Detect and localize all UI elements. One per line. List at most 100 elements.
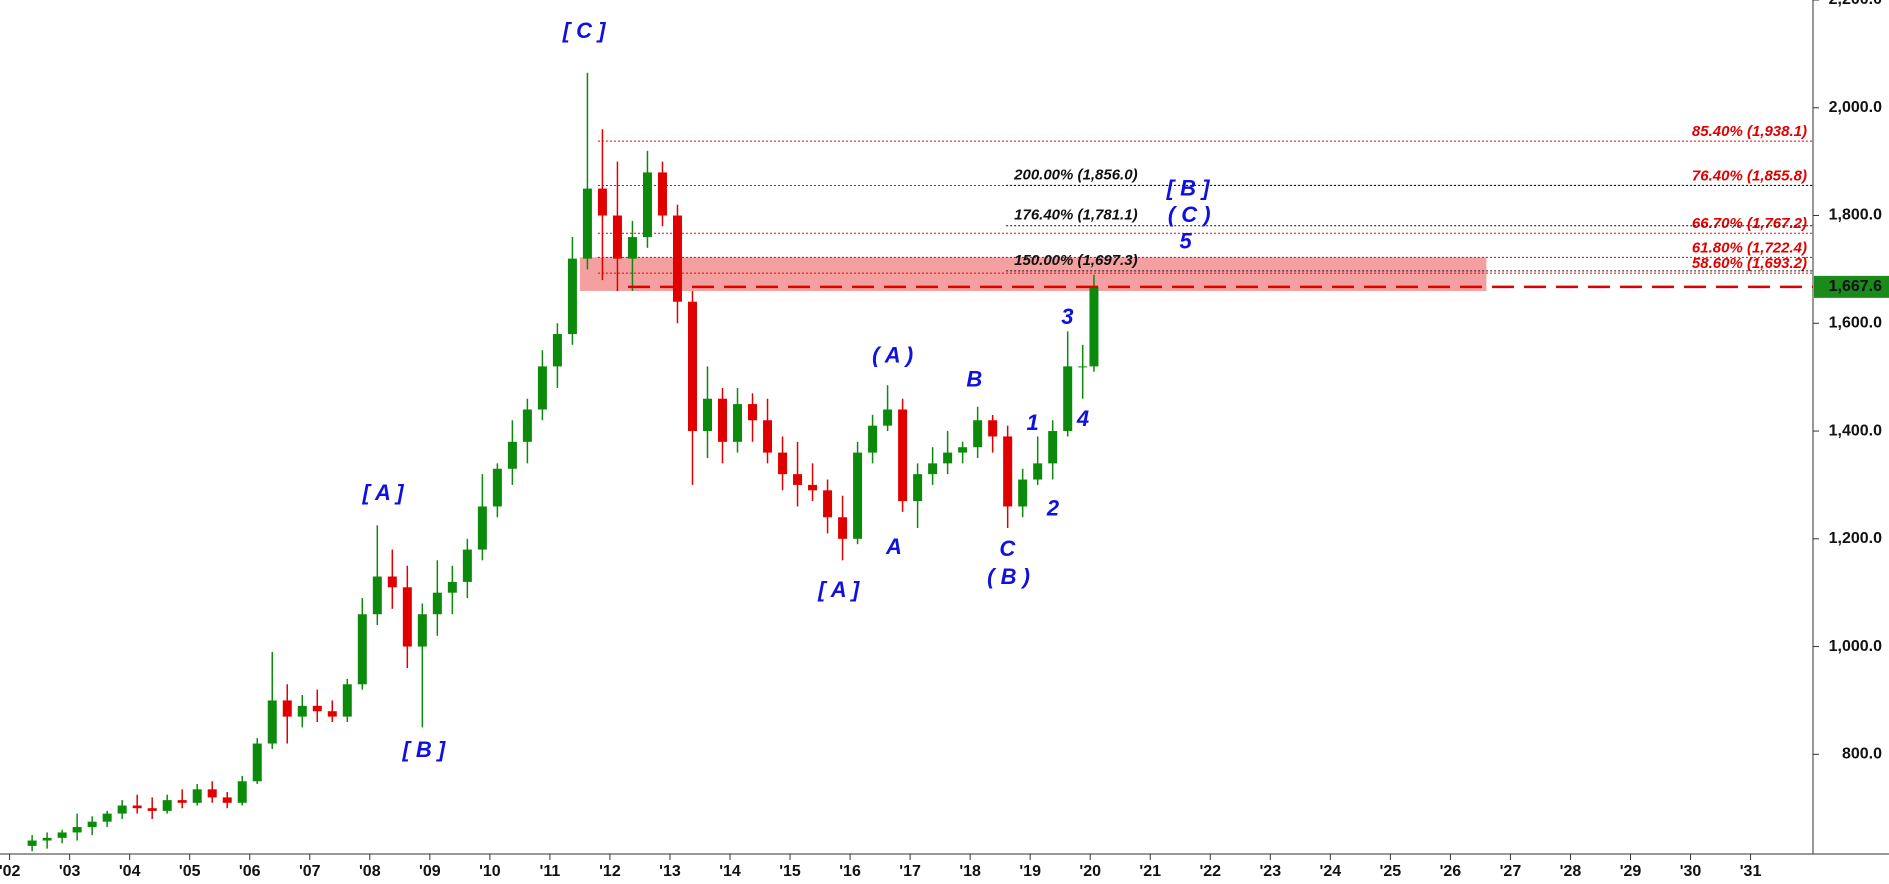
fib-label: 66.70% (1,767.2) [1692,215,1807,232]
candle-body [462,549,472,582]
wave-label: 1 [1026,410,1038,435]
x-tick-label: '20 [1079,863,1101,880]
candle-body [432,592,442,615]
candle-body [297,705,307,717]
candle-body [357,614,367,685]
fib-label: 200.00% (1,856.0) [1013,166,1137,183]
x-tick-label: '28 [1560,863,1582,880]
candle-body [447,581,457,593]
candle-body [868,425,878,453]
last-price-tag [1814,275,1889,298]
candle-body [1078,366,1088,368]
x-tick-label: '31 [1740,863,1762,880]
candle-body [117,805,127,814]
candle-body [793,474,803,485]
candle-body [477,506,487,550]
candle-body [1003,436,1013,507]
candle-body [177,800,187,803]
candle-body [42,837,52,841]
fib-label: 85.40% (1,938.1) [1692,123,1807,140]
x-tick-label: '06 [239,863,261,880]
candle-body [748,404,758,421]
candle-body [943,452,953,464]
x-tick-label: '25 [1380,863,1402,880]
fib-label: 176.40% (1,781.1) [1014,207,1137,224]
candle-body [387,576,397,588]
candle-body [823,490,833,518]
candle-body [597,188,607,216]
candle-body [327,711,337,717]
candle-body [72,827,82,833]
x-tick-label: '12 [599,863,621,880]
y-tick-label: 2,000.0 [1829,99,1882,116]
candle-body [1089,286,1099,367]
wave-label: C [999,536,1016,561]
fib-label: 58.60% (1,693.2) [1692,255,1807,272]
x-tick-label: '22 [1199,863,1221,880]
candle-body [102,813,112,822]
candle-body [282,700,292,717]
candle-body [898,409,908,502]
y-tick-label: 1,400.0 [1829,422,1882,439]
x-tick-label: '07 [299,863,321,880]
y-tick-label: 1,000.0 [1829,638,1882,655]
candle-body [552,334,562,367]
wave-label: [ A ] [361,480,404,505]
last-price-label: 1,667.6 [1829,278,1882,295]
candle-body [672,215,682,302]
candle-body [763,420,773,453]
x-tick-label: '08 [359,863,381,880]
candle-body [237,781,247,803]
wave-label: [ A ] [817,577,860,602]
x-tick-label: '09 [419,863,441,880]
x-tick-label: '15 [779,863,801,880]
x-tick-label: '05 [179,863,201,880]
x-tick-label: '23 [1259,863,1281,880]
candle-body [913,474,923,502]
candle-body [402,587,412,647]
candle-body [252,743,262,782]
y-tick-label: 2,200.0 [1829,0,1882,8]
y-tick-label: 1,600.0 [1829,314,1882,331]
x-tick-label: '13 [659,863,681,880]
candle-body [1033,463,1043,480]
candle-body [958,447,968,453]
x-tick-label: '26 [1440,863,1462,880]
candle-body [928,463,938,475]
y-tick-label: 1,200.0 [1829,530,1882,547]
wave-label: 4 [1076,406,1089,431]
x-tick-label: '11 [540,863,561,880]
y-tick-label: 1,800.0 [1829,207,1882,224]
wave-label: A [885,534,902,559]
wave-label: ( B ) [987,564,1030,589]
candle-body [132,805,142,809]
candle-body [57,832,67,838]
candle-body [222,797,232,803]
x-tick-label: '29 [1620,863,1642,880]
x-tick-label: '21 [1139,863,1161,880]
wave-label: 5 [1180,228,1193,253]
candle-body [207,789,217,798]
candle-body [808,484,818,491]
candle-body [27,840,37,846]
wave-label: [ B ] [401,737,445,762]
candle-body [1048,431,1058,464]
x-tick-label: '16 [839,863,861,880]
wave-label: 2 [1046,496,1060,521]
candle-body [612,215,622,259]
x-tick-label: '24 [1320,863,1342,880]
candle-body [883,409,893,426]
candle-body [492,468,502,507]
candle-body [853,452,863,539]
candle-body [582,188,592,259]
candle-body [973,420,983,448]
candle-body [312,705,322,712]
candle-body [192,789,202,803]
candle-body [733,404,743,442]
x-tick-label: '19 [1019,863,1041,880]
candle-body [162,800,172,811]
candle-body [147,808,157,811]
fib-label: 150.00% (1,697.3) [1014,252,1137,269]
candle-body [657,172,667,216]
candle-body [87,821,97,828]
